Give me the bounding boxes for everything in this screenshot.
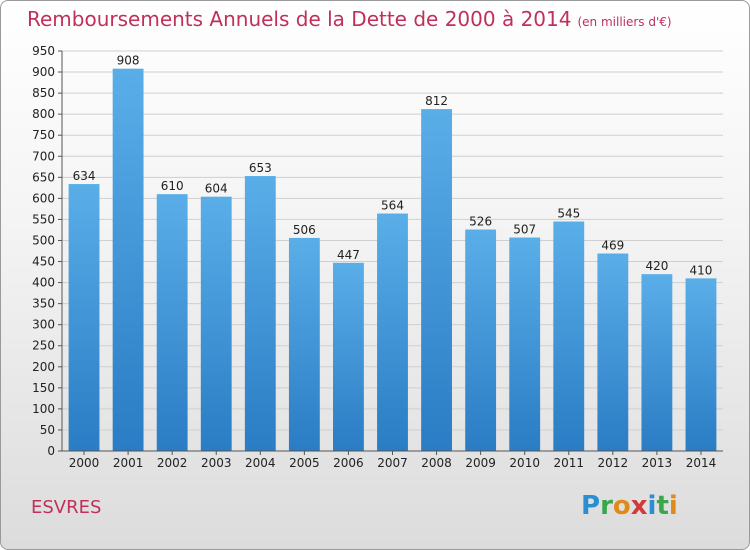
bar bbox=[421, 109, 452, 452]
data-label: 447 bbox=[337, 248, 360, 262]
logo-letter: t bbox=[656, 491, 669, 521]
bar bbox=[685, 278, 717, 451]
x-tick-label: 2000 bbox=[69, 456, 100, 470]
x-tick-label: 2013 bbox=[642, 456, 673, 470]
bars bbox=[68, 68, 717, 452]
x-tick-label: 2010 bbox=[509, 456, 540, 470]
y-tick-label: 0 bbox=[47, 444, 55, 458]
y-tick-label: 350 bbox=[32, 297, 55, 311]
data-labels: 634 908 610 604 653 506 447 564 812 526 507 545 469 4… bbox=[73, 54, 713, 278]
y-tick-label: 700 bbox=[32, 149, 55, 163]
y-axis: 0 50 100 150 200 250 300 350 400 450 500 550 600 650 7… bbox=[32, 44, 63, 458]
y-tick-label: 50 bbox=[40, 423, 55, 437]
x-tick-label: 2008 bbox=[421, 456, 452, 470]
chart-title-text: Remboursements Annuels de la Dette de 20… bbox=[27, 7, 572, 31]
logo-letter: i bbox=[668, 491, 678, 521]
bar bbox=[68, 184, 100, 452]
data-label: 506 bbox=[293, 223, 316, 237]
bar bbox=[244, 176, 276, 452]
data-label: 545 bbox=[557, 207, 580, 221]
place-name: ESVRES bbox=[31, 497, 102, 518]
bar bbox=[156, 194, 188, 451]
proxiti-logo: Proxiti bbox=[581, 491, 678, 521]
bar bbox=[200, 196, 232, 451]
x-tick-label: 2011 bbox=[553, 456, 584, 470]
chart-unit: (en milliers d'€) bbox=[577, 15, 672, 29]
bar bbox=[377, 213, 408, 451]
y-tick-label: 550 bbox=[32, 212, 55, 226]
logo-letter: o bbox=[612, 491, 631, 521]
logo-letter: x bbox=[630, 491, 648, 521]
bar bbox=[597, 253, 629, 451]
y-tick-label: 900 bbox=[32, 65, 55, 79]
x-tick-label: 2005 bbox=[289, 456, 320, 470]
y-tick-label: 200 bbox=[32, 360, 55, 374]
y-tick-label: 250 bbox=[32, 339, 55, 353]
y-tick-label: 150 bbox=[32, 381, 55, 395]
bar bbox=[553, 221, 585, 451]
y-tick-label: 950 bbox=[32, 44, 55, 58]
data-label: 564 bbox=[381, 199, 404, 213]
logo-letter: r bbox=[600, 491, 613, 521]
x-tick-label: 2003 bbox=[201, 456, 232, 470]
y-tick-label: 300 bbox=[32, 318, 55, 332]
y-tick-label: 650 bbox=[32, 170, 55, 184]
data-label: 634 bbox=[73, 169, 96, 183]
data-label: 526 bbox=[469, 215, 492, 229]
x-tick-label: 2007 bbox=[377, 456, 408, 470]
data-label: 908 bbox=[117, 54, 140, 68]
y-tick-label: 100 bbox=[32, 402, 55, 416]
y-tick-label: 800 bbox=[32, 107, 55, 121]
chart-title: Remboursements Annuels de la Dette de 20… bbox=[27, 7, 672, 31]
data-label: 812 bbox=[425, 94, 448, 108]
data-label: 653 bbox=[249, 161, 272, 175]
data-label: 610 bbox=[161, 179, 184, 193]
x-tick-label: 2001 bbox=[113, 456, 144, 470]
data-label: 469 bbox=[601, 239, 624, 253]
y-tick-label: 400 bbox=[32, 276, 55, 290]
y-tick-label: 850 bbox=[32, 86, 55, 100]
bar bbox=[112, 68, 144, 452]
bar bbox=[465, 229, 497, 451]
x-tick-label: 2002 bbox=[157, 456, 188, 470]
data-label: 410 bbox=[690, 263, 713, 277]
bar bbox=[333, 262, 364, 451]
data-label: 604 bbox=[205, 182, 228, 196]
x-tick-label: 2006 bbox=[333, 456, 364, 470]
x-tick-label: 2004 bbox=[245, 456, 276, 470]
x-axis: 2000 2001 2002 2003 2004 2005 2006 2007 2008 2009… bbox=[62, 450, 723, 470]
y-tick-label: 450 bbox=[32, 255, 55, 269]
logo-letter: i bbox=[647, 491, 657, 521]
y-tick-label: 500 bbox=[32, 233, 55, 247]
y-tick-label: 600 bbox=[32, 191, 55, 205]
data-label: 420 bbox=[645, 259, 668, 273]
logo-letter: P bbox=[581, 491, 601, 521]
data-label: 507 bbox=[513, 223, 536, 237]
x-tick-label: 2012 bbox=[598, 456, 629, 470]
x-tick-label: 2014 bbox=[686, 456, 717, 470]
bar bbox=[288, 237, 320, 451]
bar bbox=[641, 274, 673, 451]
y-tick-label: 750 bbox=[32, 128, 55, 142]
bar bbox=[509, 237, 541, 451]
x-tick-label: 2009 bbox=[465, 456, 496, 470]
